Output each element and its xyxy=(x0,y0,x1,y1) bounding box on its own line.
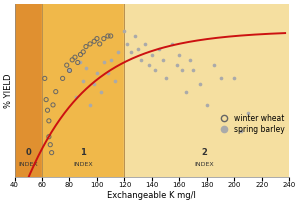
Point xyxy=(129,50,134,53)
Text: INDEX: INDEX xyxy=(19,162,38,167)
Point xyxy=(42,77,47,80)
Point xyxy=(115,50,120,53)
Point xyxy=(45,109,50,112)
Point xyxy=(94,71,99,75)
Point xyxy=(97,42,102,45)
Point xyxy=(46,135,51,138)
Point xyxy=(170,42,175,45)
Point xyxy=(180,69,184,72)
Point xyxy=(78,53,83,56)
Point xyxy=(99,90,103,93)
Point xyxy=(101,37,106,40)
Point xyxy=(67,69,72,72)
Text: INDEX: INDEX xyxy=(194,162,214,167)
Bar xyxy=(124,4,289,176)
Point xyxy=(94,37,99,40)
Point xyxy=(197,82,202,85)
Point xyxy=(88,103,92,106)
Point xyxy=(67,69,72,72)
Point xyxy=(73,55,77,59)
Point xyxy=(177,53,182,56)
Point xyxy=(74,95,79,99)
Point xyxy=(136,48,140,51)
Point xyxy=(48,143,53,146)
Point xyxy=(81,50,85,53)
Point xyxy=(239,130,244,133)
Point xyxy=(122,29,127,32)
Point xyxy=(75,61,80,64)
Point xyxy=(78,61,83,64)
Point xyxy=(106,34,110,38)
Point xyxy=(70,58,75,61)
Point xyxy=(149,53,154,56)
Point xyxy=(218,77,223,80)
Point xyxy=(106,71,110,75)
Point xyxy=(108,34,113,38)
Point xyxy=(174,63,179,67)
Point xyxy=(152,69,157,72)
Point xyxy=(81,79,85,83)
Point xyxy=(108,58,113,61)
Point xyxy=(125,42,130,45)
Point xyxy=(139,58,143,61)
Text: 0: 0 xyxy=(26,148,31,157)
Point xyxy=(147,63,152,67)
Bar xyxy=(42,4,124,176)
Text: 2: 2 xyxy=(201,148,207,157)
Y-axis label: % YIELD: % YIELD xyxy=(4,73,13,108)
Point xyxy=(84,45,88,48)
Point xyxy=(88,42,92,45)
Point xyxy=(156,48,161,51)
Point xyxy=(191,69,196,72)
Text: INDEX: INDEX xyxy=(74,162,93,167)
Point xyxy=(232,77,237,80)
Point xyxy=(160,58,165,61)
Point xyxy=(64,63,69,67)
Bar xyxy=(15,4,42,176)
Point xyxy=(163,77,168,80)
Point xyxy=(44,98,49,101)
Legend: winter wheat, spring barley: winter wheat, spring barley xyxy=(215,113,285,135)
Point xyxy=(142,42,147,45)
Point xyxy=(211,63,216,67)
Point xyxy=(60,77,65,80)
Point xyxy=(133,34,138,38)
Text: 1: 1 xyxy=(80,148,86,157)
Point xyxy=(51,103,56,106)
Point xyxy=(84,66,88,69)
Point xyxy=(204,103,209,106)
Point xyxy=(49,151,54,154)
Point xyxy=(112,79,117,83)
Point xyxy=(46,119,51,122)
Point xyxy=(92,82,97,85)
Point xyxy=(53,90,58,93)
Point xyxy=(184,90,189,93)
Point xyxy=(92,40,97,43)
Point xyxy=(246,111,250,114)
Point xyxy=(188,58,193,61)
X-axis label: Exchangeable K mg/l: Exchangeable K mg/l xyxy=(107,191,196,200)
Point xyxy=(101,61,106,64)
